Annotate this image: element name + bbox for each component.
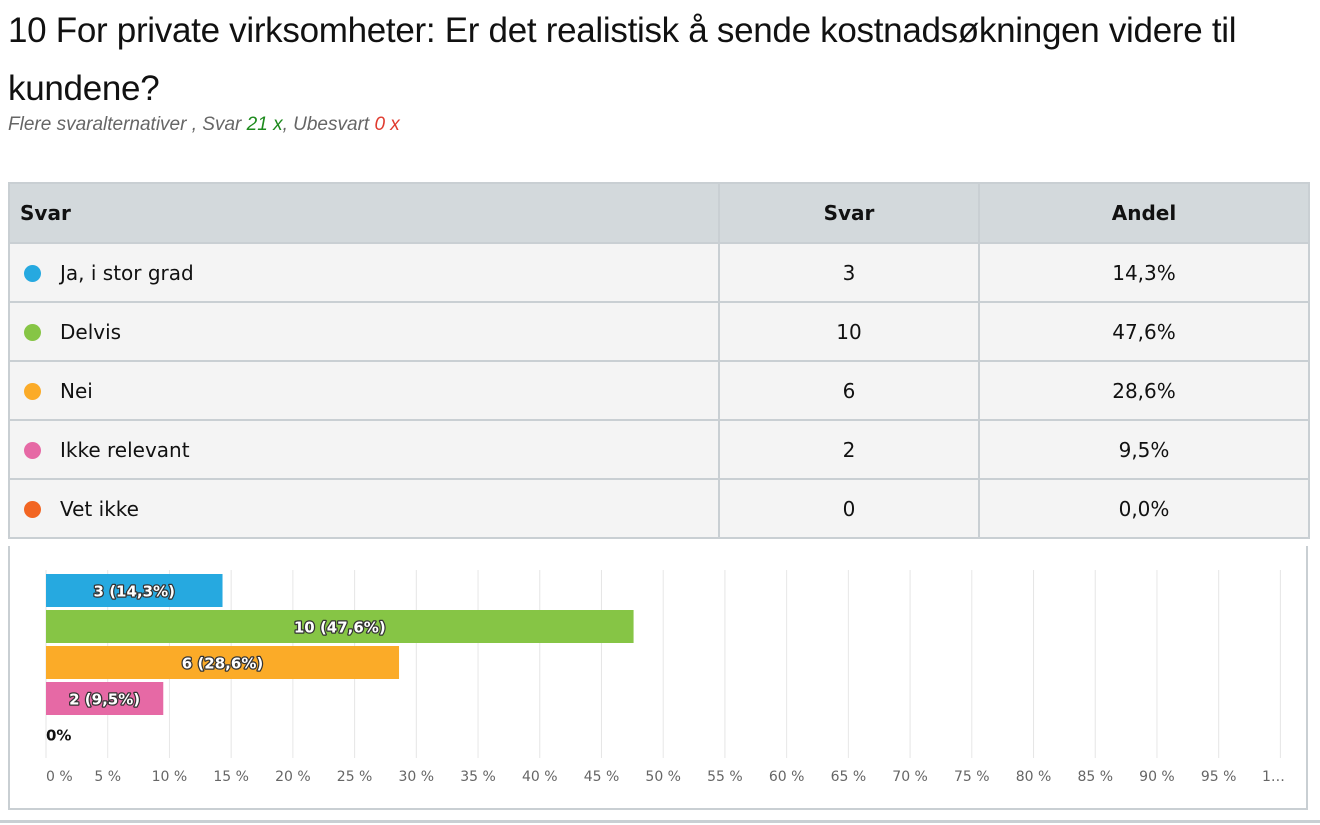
- x-tick-label: 65 %: [831, 769, 867, 785]
- bar-data-label: 10 (47,6%): [294, 619, 386, 637]
- chart-bar[interactable]: [46, 682, 164, 715]
- x-tick-label: 1…: [1262, 769, 1285, 785]
- legend-dot-icon: [24, 323, 41, 341]
- answer-count: 2: [718, 419, 980, 480]
- answer-label: Ja, i stor grad: [60, 260, 194, 285]
- question-meta: Flere svaralternativer , Svar 21 x, Ubes…: [8, 114, 400, 135]
- bar-data-label: 6 (28,6%): [182, 655, 263, 673]
- x-tick-label: 40 %: [522, 769, 558, 785]
- x-tick-label: 0 %: [46, 769, 73, 785]
- bar-chart-panel: 0 % 5 % 10 % 15 % 20 % 25 % 30 % 35 % 40 % 45 % 50…: [8, 546, 1308, 810]
- x-tick-label: 20 %: [275, 769, 311, 785]
- chart-bar[interactable]: [46, 574, 223, 607]
- header-answer[interactable]: Svar: [8, 182, 720, 244]
- legend-dot-icon: [24, 382, 41, 400]
- table-row: Vet ikke 0 0,0%: [8, 478, 1310, 539]
- legend-dot-icon: [24, 264, 41, 282]
- x-tick-label: 90 %: [1139, 769, 1175, 785]
- table-row: Ja, i stor grad 3 14,3%: [8, 242, 1310, 303]
- question-type: Flere svaralternativer: [8, 114, 187, 135]
- header-share[interactable]: Andel: [978, 182, 1310, 244]
- answer-share: 47,6%: [978, 301, 1310, 362]
- bar-chart: 0 % 5 % 10 % 15 % 20 % 25 % 30 % 35 % 40 % 45 % 50…: [45, 570, 1285, 785]
- question-title: 10 For private virksomheter: Er det real…: [8, 11, 1237, 108]
- answer-count: 3: [718, 242, 980, 303]
- x-tick-label: 50 %: [645, 769, 681, 785]
- answer-label: Ikke relevant: [60, 437, 190, 462]
- answer-label: Nei: [60, 378, 93, 403]
- x-tick-label: 5 %: [94, 769, 121, 785]
- x-tick-label: 75 %: [954, 769, 990, 785]
- answer-count: 0: [718, 478, 980, 539]
- answered-label: Svar: [202, 114, 242, 135]
- x-tick-label: 10 %: [152, 769, 188, 785]
- x-tick-label: 55 %: [707, 769, 743, 785]
- answer-label: Delvis: [60, 319, 122, 344]
- bottom-divider: [0, 820, 1320, 823]
- legend-dot-icon: [24, 500, 41, 518]
- answer-count: 10: [718, 301, 980, 362]
- x-tick-label: 25 %: [337, 769, 373, 785]
- x-tick-label: 35 %: [460, 769, 496, 785]
- answer-label: Vet ikke: [60, 496, 139, 521]
- x-tick-label: 85 %: [1077, 769, 1113, 785]
- answer-share: 28,6%: [978, 360, 1310, 421]
- results-table: Svar Svar Andel Ja, i stor grad 3 14,3% …: [8, 182, 1310, 539]
- table-row: Delvis 10 47,6%: [8, 301, 1310, 362]
- answered-count: 21 x: [246, 114, 283, 135]
- x-tick-label: 45 %: [584, 769, 620, 785]
- answer-count: 6: [718, 360, 980, 421]
- x-tick-label: 60 %: [769, 769, 805, 785]
- x-tick-label: 95 %: [1201, 769, 1237, 785]
- bar-data-label: 0%: [46, 727, 71, 745]
- header-count[interactable]: Svar: [718, 182, 980, 244]
- x-tick-label: 30 %: [399, 769, 435, 785]
- legend-dot-icon: [24, 441, 41, 459]
- table-header-row: Svar Svar Andel: [8, 182, 1310, 244]
- answer-share: 0,0%: [978, 478, 1310, 539]
- chart-bar[interactable]: [46, 646, 400, 679]
- table-row: Ikke relevant 2 9,5%: [8, 419, 1310, 480]
- x-tick-label: 80 %: [1016, 769, 1052, 785]
- bar-data-label: 2 (9,5%): [69, 691, 140, 709]
- answer-share: 9,5%: [978, 419, 1310, 480]
- bar-data-label: 3 (14,3%): [94, 583, 175, 601]
- x-tick-label: 70 %: [892, 769, 928, 785]
- table-row: Nei 6 28,6%: [8, 360, 1310, 421]
- chart-bar[interactable]: [46, 610, 634, 643]
- x-tick-label: 15 %: [213, 769, 249, 785]
- unanswered-count: 0 x: [374, 114, 400, 135]
- unanswered-label: Ubesvart: [293, 114, 370, 135]
- answer-share: 14,3%: [978, 242, 1310, 303]
